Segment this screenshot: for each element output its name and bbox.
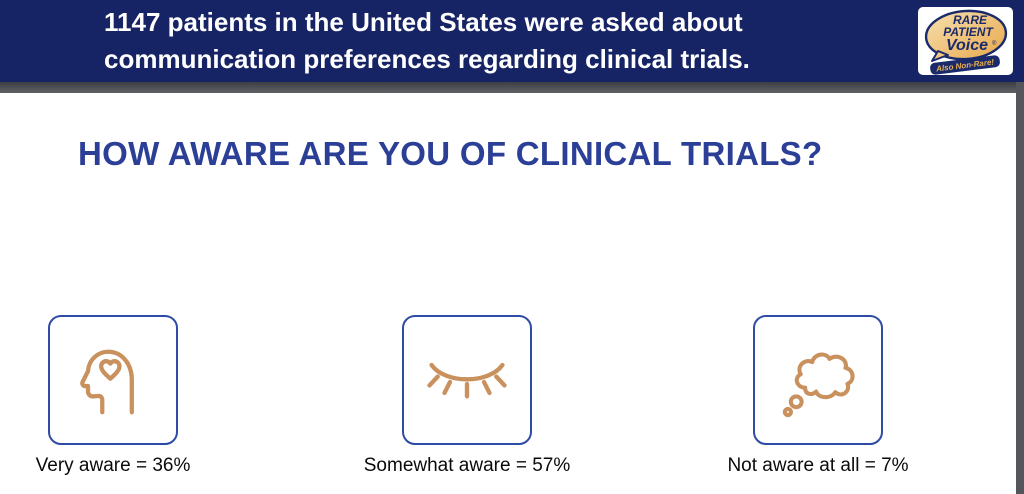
- scrollbar-track[interactable]: [1016, 82, 1024, 494]
- closed-eye-icon: [427, 362, 507, 399]
- option-label-very-aware: Very aware = 36%: [35, 455, 191, 476]
- option-box-very-aware: [48, 315, 178, 445]
- header-banner: 1147 patients in the United States were …: [0, 0, 1024, 82]
- horizontal-divider: [0, 82, 1024, 93]
- banner-text: 1147 patients in the United States were …: [104, 4, 750, 78]
- banner-text-line1: 1147 patients in the United States were …: [104, 7, 743, 37]
- thought-bubble-icon: [782, 352, 855, 418]
- option-label-somewhat-aware: Somewhat aware = 57%: [363, 455, 571, 476]
- logo-registered-mark: ®: [992, 40, 997, 47]
- option-box-somewhat-aware: [402, 315, 532, 445]
- logo-line1: RARE: [953, 13, 988, 27]
- page-title: HOW AWARE ARE YOU OF CLINICAL TRIALS?: [78, 135, 823, 172]
- rare-patient-voice-logo: RARE PATIENT Voice ® Also Non-Rare!: [918, 7, 1013, 75]
- option-box-not-aware: [753, 315, 883, 445]
- logo-line2: PATIENT: [943, 25, 994, 39]
- option-label-not-aware: Not aware at all = 7%: [727, 455, 909, 476]
- head-with-heart-icon: [80, 349, 134, 415]
- banner-text-line2: communication preferences regarding clin…: [104, 44, 750, 74]
- logo-line3: Voice: [946, 37, 988, 54]
- speech-bubble-logo-icon: RARE PATIENT Voice ® Also Non-Rare!: [924, 9, 1008, 75]
